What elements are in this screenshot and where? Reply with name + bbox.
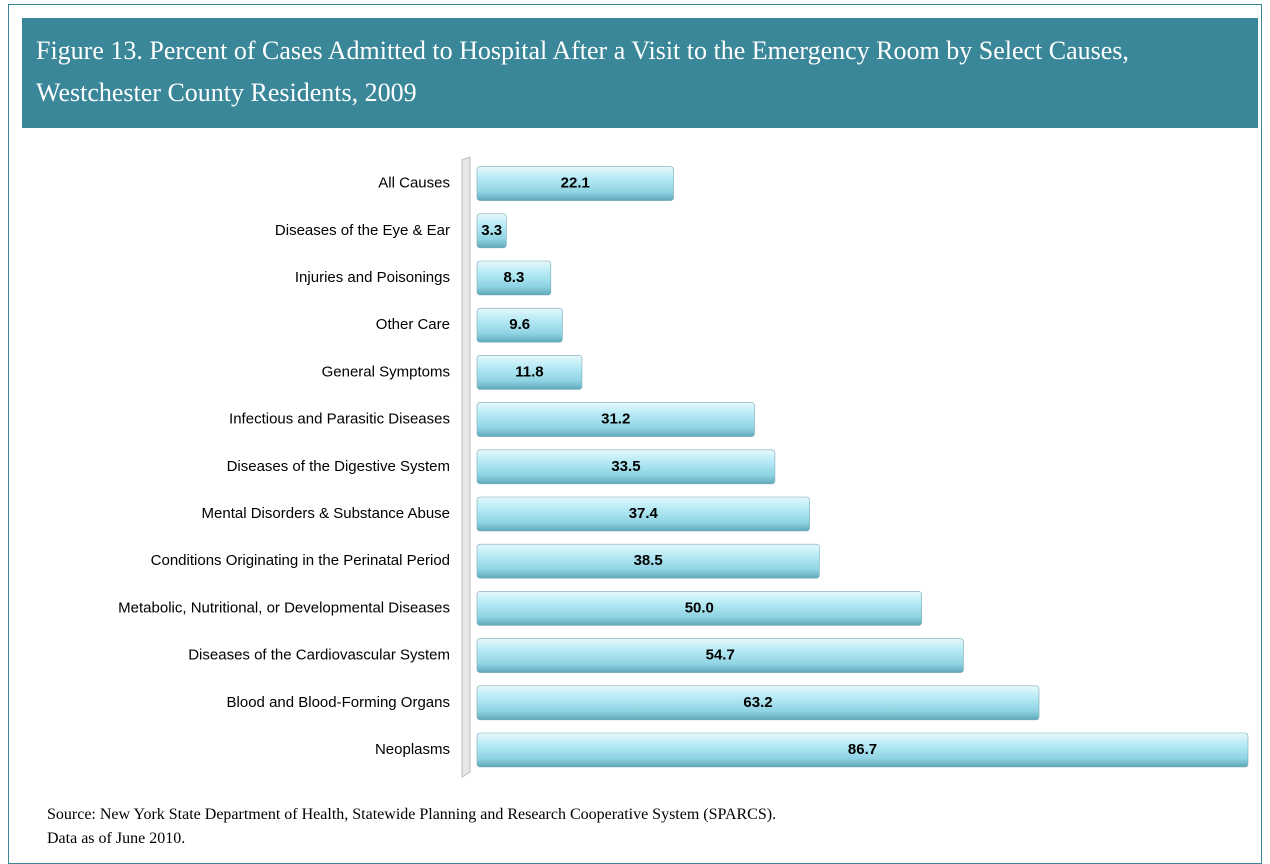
bar [476,355,583,390]
category-label: Injuries and Poisonings [295,269,450,286]
bar [476,260,552,296]
bar [476,307,563,343]
bar [476,543,820,579]
category-label: Neoplasms [375,741,450,758]
value-label: 50.0 [685,599,714,616]
category-label: Metabolic, Nutritional, or Developmental… [118,599,450,616]
value-label: 38.5 [634,552,663,569]
category-label: Conditions Originating in the Perinatal … [151,552,450,569]
category-label: All Causes [378,175,450,192]
bar [476,732,1249,768]
category-label: Blood and Blood-Forming Organs [227,694,450,711]
source: Source: New York State Department of Hea… [47,806,777,823]
chart-title: Figure 13. Percent of Cases Admitted to … [22,18,1258,128]
category-label: Diseases of the Digestive System [227,458,450,475]
value-label: 8.3 [503,269,524,286]
category-label: Other Care [376,316,450,333]
bar [476,685,1040,721]
bar [476,402,755,437]
chart: All Causes 22.1 Diseases of the Eye & Ear 3… [118,156,1249,778]
bar [476,449,776,485]
bar [476,638,964,673]
category-label: Mental Disorders & Substance Abuse [202,505,450,522]
note: Data as of June 2010. [47,830,186,847]
value-label: 3.3 [481,222,502,239]
bar [476,496,810,532]
bar [476,166,674,201]
bar [476,591,922,626]
value-label: 22.1 [561,175,590,192]
category-label: Infectious and Parasitic Diseases [229,411,450,428]
value-label: 54.7 [706,647,735,664]
value-label: 86.7 [848,741,877,758]
category-label: Diseases of the Eye & Ear [275,222,450,239]
bar [476,213,507,249]
value-label: 37.4 [629,505,659,522]
category-label: General Symptoms [322,363,450,380]
category-label: Diseases of the Cardiovascular System [188,647,450,664]
value-label: 11.8 [515,363,543,380]
value-label: 31.2 [601,411,630,428]
axis-wall [461,156,471,778]
value-label: 33.5 [611,458,640,475]
value-label: 9.6 [509,316,530,333]
value-label: 63.2 [743,694,772,711]
